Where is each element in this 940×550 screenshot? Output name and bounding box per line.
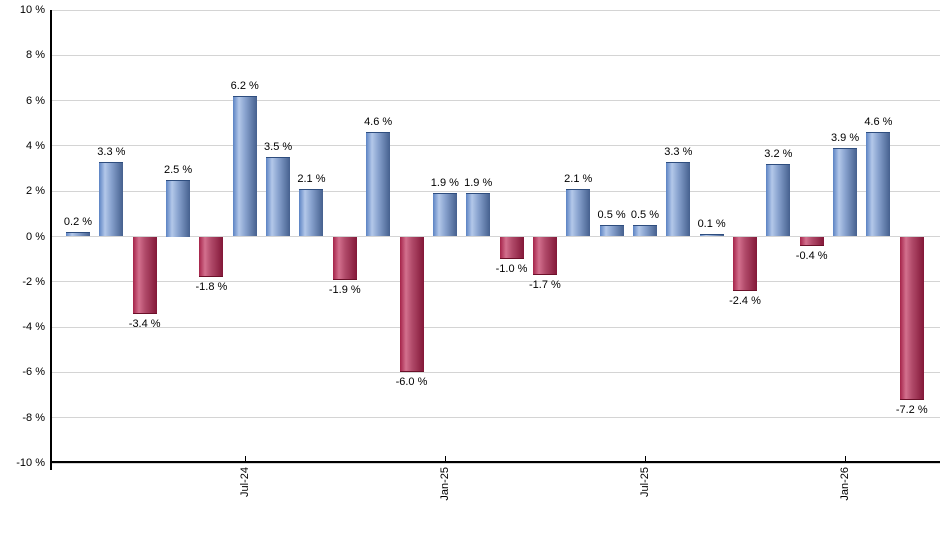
x-axis-tick	[244, 456, 246, 462]
bar	[299, 188, 324, 237]
bar	[99, 161, 124, 237]
bar	[399, 236, 424, 373]
bar	[266, 157, 291, 237]
bar	[599, 225, 624, 237]
bar	[866, 132, 891, 237]
bar-value-label: 3.3 %	[97, 145, 126, 158]
y-tick-label: 2 %	[26, 185, 45, 198]
bar	[499, 236, 524, 260]
bar-value-label: 1.9 %	[430, 177, 459, 190]
bar	[766, 164, 791, 237]
bar-value-label: -2.4 %	[729, 294, 761, 307]
bar	[199, 236, 224, 278]
bar-value-label: -6.0 %	[395, 376, 428, 389]
x-axis-tick	[845, 456, 847, 462]
bar	[566, 188, 591, 237]
bar	[232, 96, 257, 237]
bar	[733, 236, 757, 291]
bar-value-label: 0.5 %	[630, 209, 659, 222]
x-tick-label: Jul-24	[238, 467, 251, 497]
gridline	[52, 326, 940, 328]
y-tick-label: -2 %	[22, 275, 45, 288]
bar-value-label: -3.4 %	[128, 317, 161, 330]
gridline	[52, 100, 940, 102]
bar-value-label: -0.4 %	[795, 249, 828, 262]
bar-value-label: -1.0 %	[495, 263, 528, 276]
y-tick-label: -8 %	[22, 411, 45, 424]
bar	[799, 236, 824, 246]
gridline	[52, 9, 940, 11]
bar-value-label: 1.9 %	[464, 177, 493, 190]
y-tick-label: 0 %	[26, 230, 45, 243]
bar	[166, 179, 191, 237]
bar-value-label: 3.3 %	[664, 145, 693, 158]
bar	[833, 148, 858, 237]
y-axis-line	[50, 10, 52, 470]
bar	[899, 236, 924, 400]
bar-value-label: 3.5 %	[264, 141, 293, 154]
y-tick-label: -4 %	[22, 321, 45, 334]
bar	[532, 236, 557, 275]
bar	[332, 236, 357, 280]
bar	[466, 193, 491, 237]
bar-value-label: 6.2 %	[230, 80, 259, 93]
bar-value-label: 2.1 %	[297, 172, 326, 185]
y-tick-label: 4 %	[26, 139, 45, 152]
x-axis-line	[50, 461, 940, 463]
bar-value-label: 0.1 %	[697, 218, 726, 231]
bar-value-label: -1.8 %	[195, 281, 228, 294]
bar	[432, 193, 457, 237]
bar-value-label: 0.5 %	[597, 209, 626, 222]
bar	[632, 225, 657, 237]
gridline	[52, 417, 940, 419]
bar	[666, 161, 691, 237]
x-axis-tick	[644, 456, 646, 462]
bar	[366, 132, 391, 237]
x-tick-label: Jul-25	[638, 467, 651, 497]
bar-value-label: 2.1 %	[564, 172, 593, 185]
bar-value-label: -1.9 %	[328, 283, 361, 296]
x-tick-label: Jan-25	[438, 467, 451, 501]
gridline	[52, 371, 940, 373]
bar	[699, 234, 724, 237]
bar-value-label: 4.6 %	[864, 116, 893, 129]
bar-value-label: 0.2 %	[63, 215, 93, 228]
y-tick-label: -6 %	[22, 366, 45, 379]
bar	[66, 231, 90, 237]
bar-value-label: -1.7 %	[528, 279, 561, 291]
y-tick-label: 8 %	[26, 49, 45, 62]
bar-value-label: 3.2 %	[764, 148, 793, 161]
y-tick-label: 6 %	[26, 94, 45, 107]
x-axis-tick	[444, 456, 446, 462]
bar-value-label: 3.9 %	[830, 132, 860, 145]
bar-value-label: 2.5 %	[163, 163, 193, 176]
bar	[132, 236, 157, 314]
bar-value-label: 4.6 %	[364, 116, 393, 129]
x-tick-label: Jan-26	[839, 467, 852, 501]
y-tick-label: 10 %	[19, 4, 45, 16]
y-tick-label: -10 %	[16, 457, 45, 469]
gridline	[52, 54, 940, 56]
bar-value-label: -7.2 %	[895, 403, 928, 416]
